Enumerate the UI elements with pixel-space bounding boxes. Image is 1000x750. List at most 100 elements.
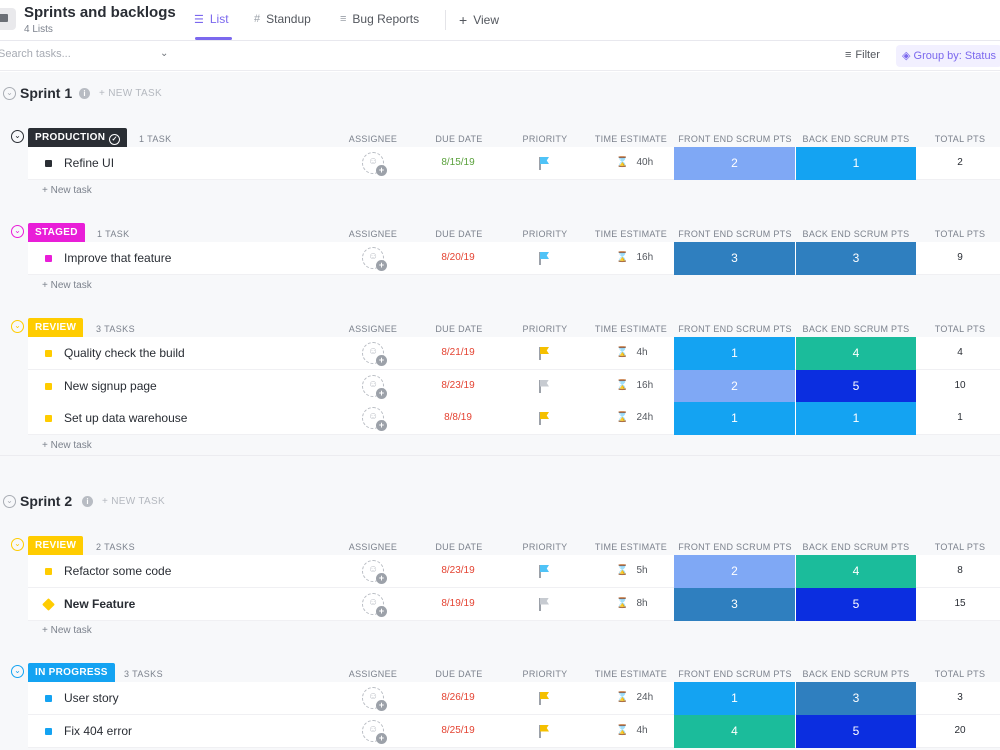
time-estimate[interactable]: ⌛ 8h: [616, 598, 666, 609]
due-date[interactable]: 8/23/19: [441, 379, 475, 391]
add-assignee-icon[interactable]: ☺ +: [362, 342, 387, 366]
column-header-total[interactable]: TOTAL PTS: [934, 324, 986, 334]
priority-flag-icon[interactable]: [539, 597, 549, 611]
status-dot[interactable]: [45, 350, 52, 357]
add-assignee-icon[interactable]: ☺ +: [362, 374, 387, 399]
back-end-points[interactable]: 3: [796, 682, 916, 715]
column-header-total[interactable]: TOTAL PTS: [934, 229, 986, 239]
priority-flag-icon[interactable]: [539, 347, 549, 360]
filter-button[interactable]: ≡ Filter: [845, 49, 880, 61]
column-header-front[interactable]: FRONT END SCRUM PTS: [678, 669, 792, 679]
task-row[interactable]: Improve that feature ☺ +8/20/19 ⌛ 16h 3 3 9: [28, 242, 1000, 275]
sprint-new-task-button[interactable]: + NEW TASK: [99, 88, 162, 99]
collapse-icon[interactable]: ⌄: [3, 495, 16, 508]
front-end-points[interactable]: 3: [674, 242, 795, 275]
priority-flag-icon[interactable]: [539, 724, 549, 738]
time-estimate[interactable]: ⌛ 40h: [616, 157, 666, 168]
tab-standup[interactable]: # Standup: [254, 12, 311, 26]
column-header-back[interactable]: BACK END SCRUM PTS: [802, 134, 910, 144]
column-header-back[interactable]: BACK END SCRUM PTS: [802, 669, 910, 679]
add-assignee-icon[interactable]: ☺ +: [362, 719, 387, 744]
back-end-points[interactable]: 1: [796, 402, 916, 435]
task-name[interactable]: Fix 404 error: [64, 723, 133, 738]
due-date[interactable]: 8/21/19: [441, 347, 475, 358]
priority-flag-icon[interactable]: [539, 157, 549, 170]
back-end-points[interactable]: 5: [796, 369, 916, 403]
back-end-points[interactable]: 1: [796, 147, 916, 180]
time-estimate[interactable]: ⌛ 5h: [616, 565, 666, 576]
task-row[interactable]: User story ☺ +8/26/19 ⌛ 24h 1 3 3: [28, 682, 1000, 715]
status-badge[interactable]: REVIEW: [28, 318, 84, 338]
time-estimate[interactable]: ⌛ 16h: [616, 252, 666, 263]
new-task-button[interactable]: + New task: [42, 625, 92, 636]
collapse-icon[interactable]: ⌄: [11, 130, 24, 143]
front-end-points[interactable]: 1: [674, 337, 795, 370]
status-dot[interactable]: [42, 597, 55, 611]
column-header-estimate[interactable]: TIME ESTIMATE: [594, 229, 668, 239]
new-task-button[interactable]: + New task: [42, 439, 92, 451]
column-header-priority[interactable]: PRIORITY: [522, 134, 568, 144]
column-header-back[interactable]: BACK END SCRUM PTS: [802, 542, 910, 552]
task-row[interactable]: New Feature ☺ +8/19/19 ⌛ 8h 3 5 15: [28, 587, 1000, 621]
task-row[interactable]: New signup page ☺ +8/23/19 ⌛ 16h 2 5 10: [28, 369, 1000, 403]
add-assignee-icon[interactable]: ☺ +: [362, 407, 387, 431]
column-header-front[interactable]: FRONT END SCRUM PTS: [678, 229, 792, 239]
task-name[interactable]: New Feature: [64, 596, 136, 611]
back-end-points[interactable]: 5: [796, 714, 916, 748]
add-assignee-icon[interactable]: ☺ +: [362, 152, 387, 176]
column-header-priority[interactable]: PRIORITY: [522, 542, 568, 552]
due-date[interactable]: 8/23/19: [441, 565, 475, 576]
column-header-due[interactable]: DUE DATE: [435, 669, 483, 679]
priority-flag-icon[interactable]: [539, 412, 549, 425]
add-assignee-icon[interactable]: ☺ +: [362, 687, 387, 711]
back-end-points[interactable]: 5: [796, 587, 916, 621]
column-header-back[interactable]: BACK END SCRUM PTS: [802, 324, 910, 334]
column-header-due[interactable]: DUE DATE: [435, 542, 483, 552]
column-header-priority[interactable]: PRIORITY: [522, 669, 568, 679]
due-date[interactable]: 8/25/19: [441, 724, 475, 736]
task-row[interactable]: Quality check the build ☺ +8/21/19 ⌛ 4h 1 4 4: [28, 337, 1000, 370]
status-dot[interactable]: [45, 568, 52, 575]
status-dot[interactable]: [45, 382, 52, 390]
status-dot[interactable]: [45, 695, 52, 702]
status-badge[interactable]: REVIEW: [28, 536, 84, 556]
time-estimate[interactable]: ⌛ 4h: [616, 725, 666, 736]
status-badge[interactable]: IN PROGRESS: [28, 663, 115, 683]
column-header-due[interactable]: DUE DATE: [435, 324, 483, 334]
column-header-total[interactable]: TOTAL PTS: [934, 134, 986, 144]
task-name[interactable]: Set up data warehouse: [64, 411, 188, 425]
task-row[interactable]: Refactor some code ☺ +8/23/19 ⌛ 5h 2 4 8: [28, 555, 1000, 588]
priority-flag-icon[interactable]: [539, 692, 549, 705]
due-date[interactable]: 8/15/19: [441, 157, 475, 168]
column-header-estimate[interactable]: TIME ESTIMATE: [594, 134, 668, 144]
status-dot[interactable]: [45, 255, 52, 262]
task-name[interactable]: New signup page: [64, 378, 157, 393]
front-end-points[interactable]: 1: [674, 682, 795, 715]
collapse-icon[interactable]: ⌄: [11, 665, 24, 678]
column-header-due[interactable]: DUE DATE: [435, 134, 483, 144]
chevron-down-icon[interactable]: ⌄: [160, 48, 169, 59]
back-end-points[interactable]: 3: [796, 242, 916, 275]
tab-list[interactable]: ☰ List: [194, 12, 229, 26]
collapse-icon[interactable]: ⌄: [11, 225, 24, 238]
front-end-points[interactable]: 4: [674, 714, 795, 748]
due-date[interactable]: 8/20/19: [441, 252, 475, 263]
front-end-points[interactable]: 1: [674, 402, 795, 435]
priority-flag-icon[interactable]: [539, 565, 549, 578]
column-header-estimate[interactable]: TIME ESTIMATE: [594, 542, 668, 552]
info-icon[interactable]: i: [82, 496, 93, 507]
column-header-front[interactable]: FRONT END SCRUM PTS: [678, 324, 792, 334]
time-estimate[interactable]: ⌛ 24h: [616, 412, 666, 423]
back-end-points[interactable]: 4: [796, 555, 916, 588]
column-header-assignee[interactable]: ASSIGNEE: [348, 229, 398, 239]
status-dot[interactable]: [45, 160, 52, 167]
front-end-points[interactable]: 2: [674, 147, 795, 180]
column-header-assignee[interactable]: ASSIGNEE: [348, 669, 398, 679]
column-header-due[interactable]: DUE DATE: [435, 229, 483, 239]
task-name[interactable]: Improve that feature: [64, 251, 172, 265]
task-name[interactable]: Refactor some code: [64, 564, 172, 578]
due-date[interactable]: 8/19/19: [441, 597, 475, 609]
tab-bug-reports[interactable]: ≡ Bug Reports: [340, 12, 419, 26]
column-header-total[interactable]: TOTAL PTS: [934, 669, 986, 679]
column-header-estimate[interactable]: TIME ESTIMATE: [594, 324, 668, 334]
